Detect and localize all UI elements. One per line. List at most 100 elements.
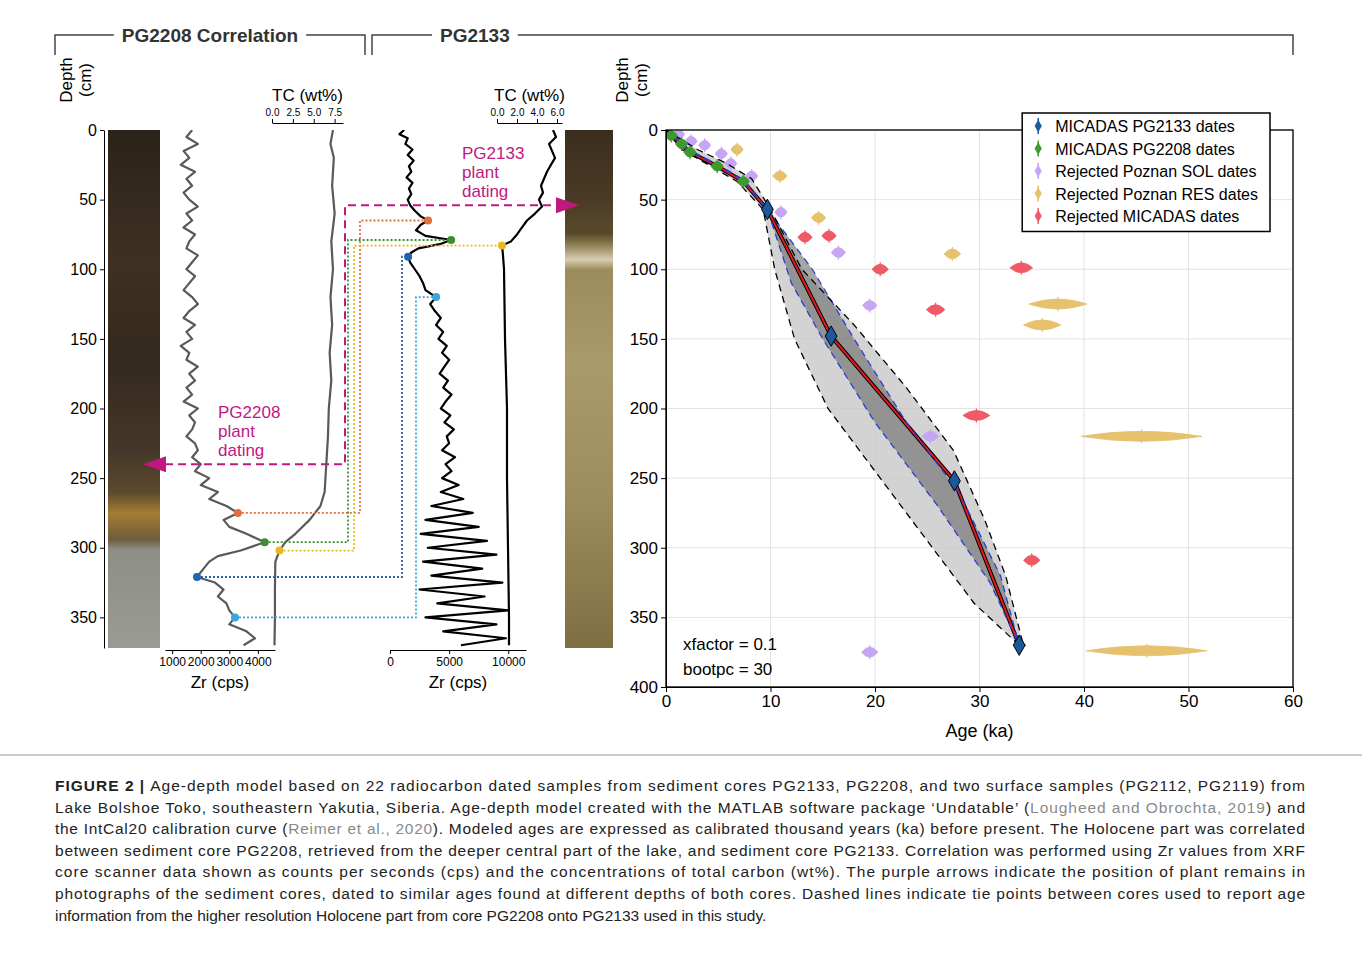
date-tick [818, 211, 819, 225]
date-point [761, 199, 773, 219]
caption-text: ). Modeled ages are expressed as calibra… [433, 820, 1305, 837]
profile-line [181, 130, 265, 645]
headers: PG2208 CorrelationPG2133 [55, 25, 1293, 55]
tick-mark [100, 339, 104, 340]
caption-text: information from the higher resolution H… [55, 907, 766, 924]
tick: 50 [639, 191, 666, 210]
plant-arrow [143, 456, 166, 472]
tick: 3000 [216, 650, 243, 669]
legend-marker [1035, 210, 1042, 222]
tick: 6.0 [551, 107, 565, 123]
tick-label: 1000 [159, 655, 186, 669]
tick-label: 150 [630, 330, 658, 349]
tick: 20 [866, 687, 885, 711]
tick-mark [100, 130, 104, 131]
figure: PG2208 CorrelationPG2133PG2208plantdatin… [0, 0, 1362, 957]
axis-line [498, 123, 563, 124]
tick-mark [661, 200, 666, 201]
tick-label: 3000 [216, 655, 243, 669]
tick: 200 [70, 400, 104, 417]
date-tick [671, 130, 672, 143]
tie-point [276, 547, 284, 555]
profile-chart: 0500010000Zr (cps) [387, 130, 526, 692]
tick: 0 [662, 687, 671, 711]
model-line [666, 130, 1023, 645]
tick: 300 [630, 539, 666, 558]
tick: 0.0 [491, 107, 505, 123]
caption-line: FIGURE 2 |Age-depth model based on 22 ra… [55, 777, 1305, 794]
date-tick [828, 229, 829, 243]
model-line [666, 130, 1019, 645]
caption-text: photographs of the sediment cores, dated… [55, 885, 1305, 902]
tick: 10 [762, 687, 781, 711]
tick-label: 4.0 [531, 107, 545, 118]
tick-label: 5.0 [307, 107, 321, 118]
caption-line: core scanner data shown as counts per se… [55, 863, 1305, 880]
date-tick [704, 138, 705, 152]
tick: 100 [630, 260, 666, 279]
grid-line [666, 408, 1293, 409]
caption-label: FIGURE 2 | [55, 777, 144, 794]
annotation: bootpc = 30 [683, 660, 772, 679]
tick-mark [100, 200, 104, 201]
date-tick [880, 262, 881, 276]
axis-line [166, 650, 276, 651]
caption-text: ) and [1266, 799, 1305, 816]
tick-label: 300 [70, 539, 97, 556]
citation: Lougheed and Obrochta, 2019 [1030, 799, 1265, 816]
tick-mark [100, 617, 104, 618]
plant-dating-label: PG2133plantdating [462, 144, 524, 201]
tick-label: 300 [630, 539, 658, 558]
tick: 0 [88, 122, 104, 139]
tick-label: 0 [649, 121, 658, 140]
axis-title: Depth(cm) [57, 57, 95, 102]
date-tick [869, 645, 870, 659]
tick-label: 10 [762, 692, 781, 711]
tick-label: 100 [70, 261, 97, 278]
profile-line [502, 130, 556, 645]
tick-label: 20 [866, 692, 885, 711]
tick-mark [100, 478, 104, 479]
annotation: xfactor = 0.1 [683, 635, 777, 654]
date-tick [721, 147, 722, 161]
date-tick [779, 169, 780, 183]
profile-chart: 0.02.55.07.5TC (wt%) [266, 86, 344, 645]
tick: 150 [70, 330, 104, 347]
tie-point [193, 573, 201, 581]
xticks-axis: 0102030405060 [662, 687, 1303, 711]
axis-line [104, 131, 105, 649]
tick-label: 150 [70, 330, 97, 347]
axis-title: Zr (cps) [191, 673, 250, 692]
plot-area [502, 130, 556, 645]
tick-label: 50 [79, 191, 97, 208]
tick: 150 [630, 330, 666, 349]
date-tick [976, 408, 977, 422]
tick-mark [390, 650, 391, 654]
tick: 60 [1284, 687, 1303, 711]
tie-line [235, 297, 436, 617]
tick-label: 50 [1180, 692, 1199, 711]
tick: 40 [1075, 687, 1094, 711]
plot-area [275, 130, 335, 645]
profile-chart: 0.02.04.06.0TC (wt%) [491, 86, 565, 645]
axis-title: Zr (cps) [429, 673, 488, 692]
tick-mark [557, 119, 558, 123]
tick-label: 0 [88, 122, 97, 139]
date-tick [1057, 297, 1058, 311]
tick-mark [517, 119, 518, 123]
tick: 0 [649, 121, 666, 140]
tie-line [280, 246, 502, 551]
tick: 250 [70, 470, 104, 487]
tick-mark [661, 130, 666, 131]
model-line [666, 130, 1019, 645]
tick-label: 60 [1284, 692, 1303, 711]
tick-label: 6.0 [551, 107, 565, 118]
axis-title: Depth(cm) [613, 57, 651, 102]
core-photo [108, 130, 160, 648]
profile-line [275, 130, 335, 645]
grid [666, 130, 1293, 687]
tie-point [432, 293, 440, 301]
date-tick [751, 169, 752, 183]
tick-mark [661, 409, 666, 410]
tick: 2.5 [286, 107, 300, 123]
